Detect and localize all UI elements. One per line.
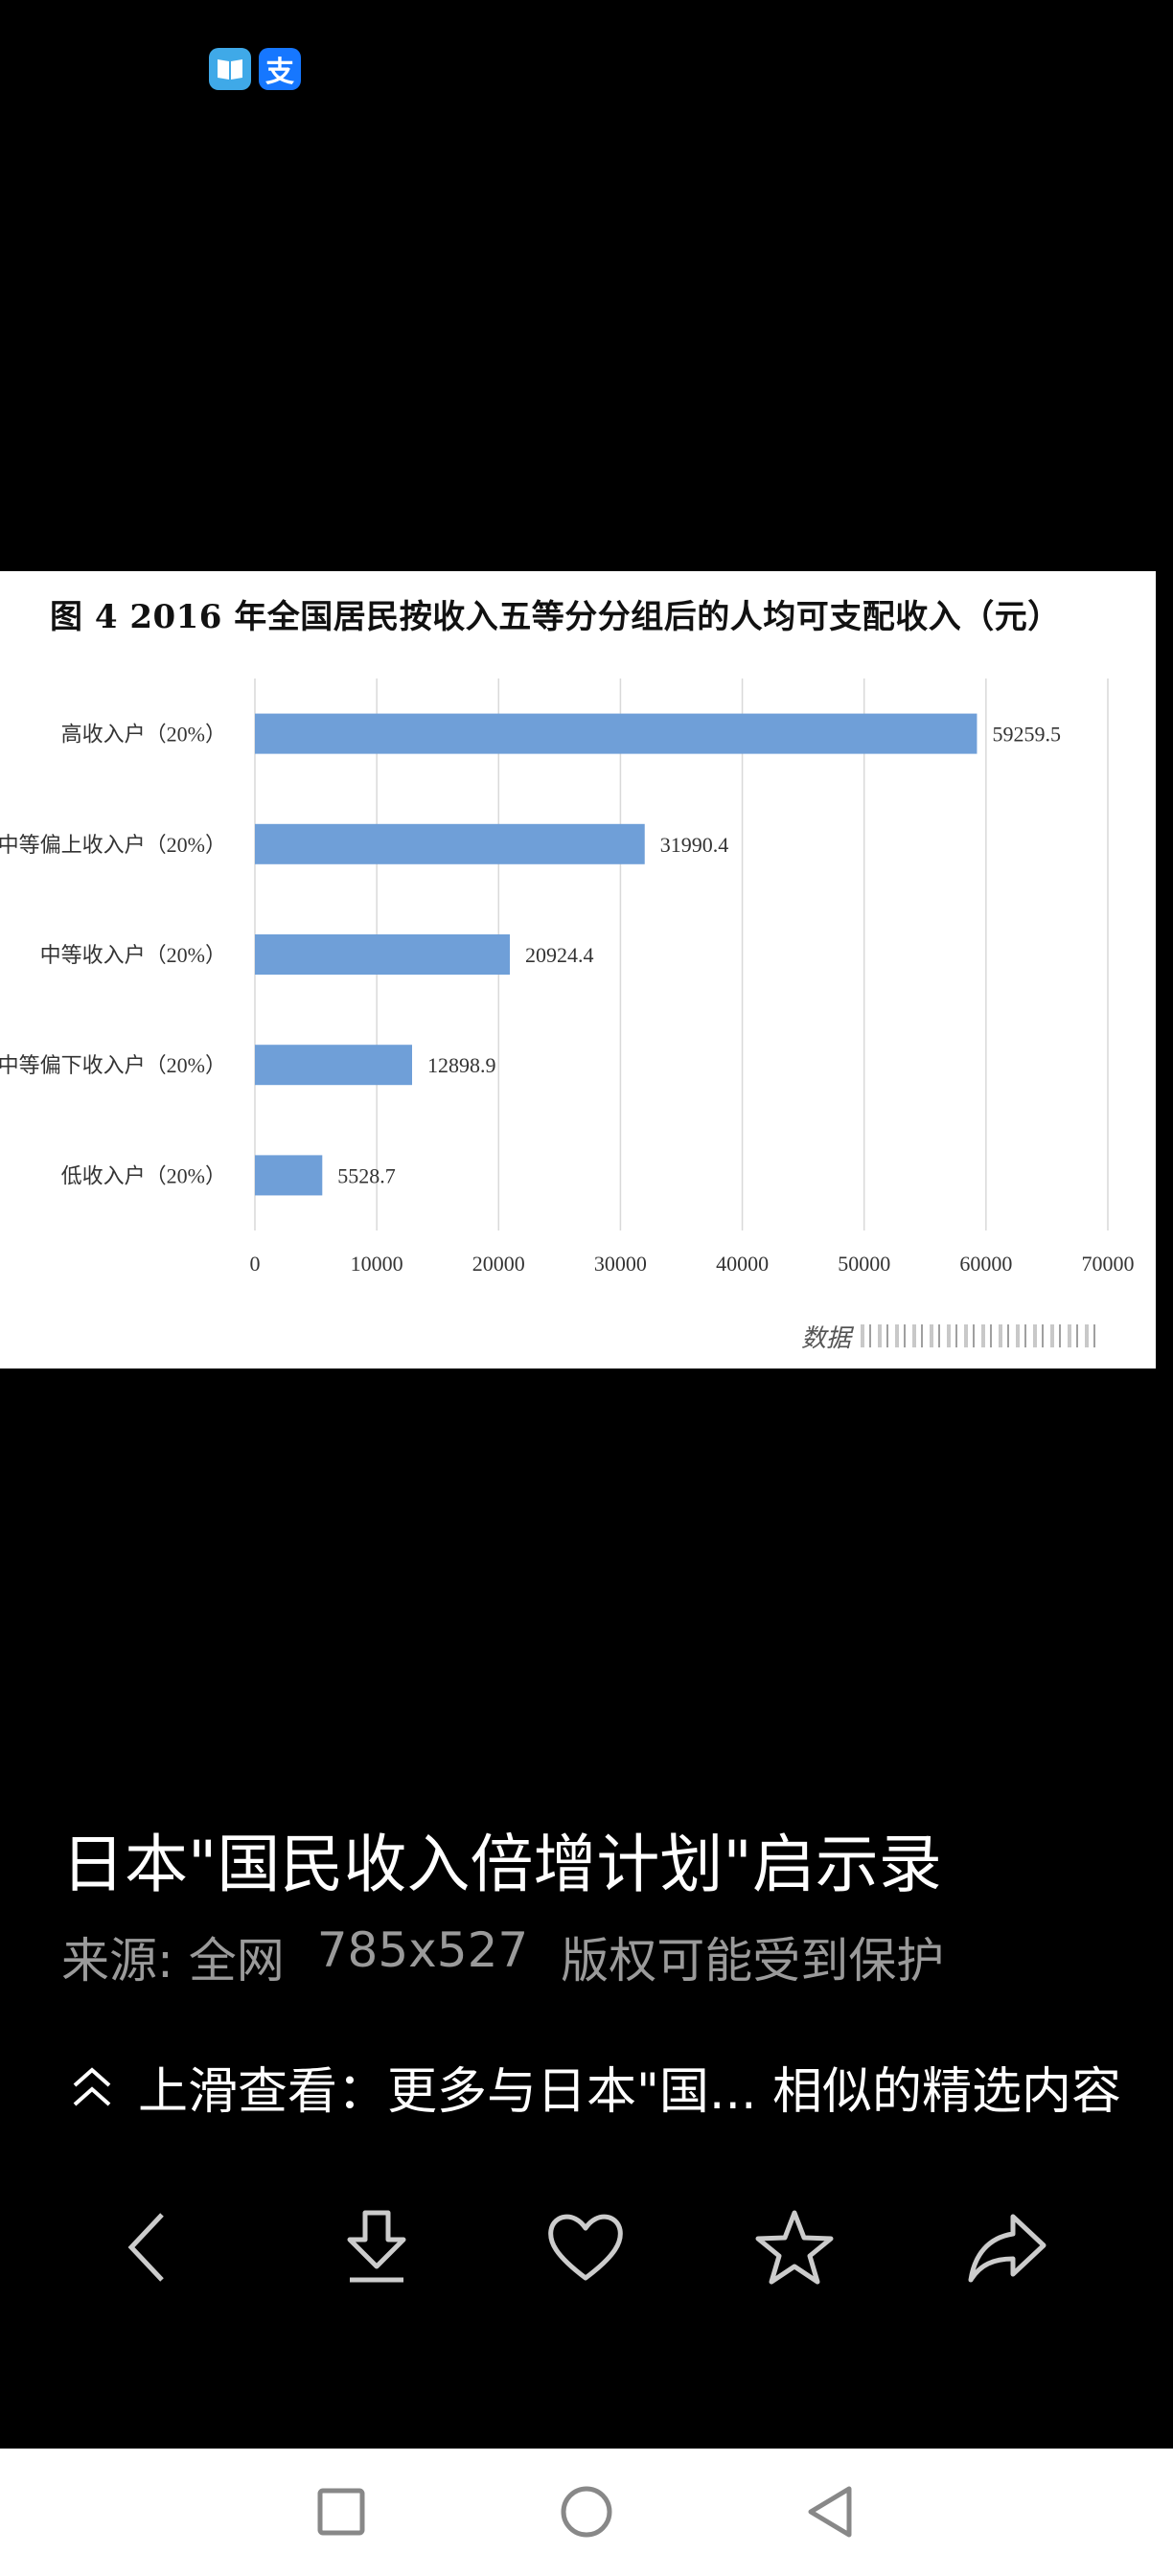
data-label: 5528.7: [337, 1163, 396, 1187]
watermark-text: 数据: [801, 1323, 852, 1352]
download-icon: [347, 2210, 406, 2283]
source-watermark: 数据: [801, 1319, 1117, 1353]
x-tick-label: 60000: [959, 1252, 1012, 1276]
back-icon: [127, 2213, 164, 2282]
share-icon: [968, 2214, 1046, 2283]
x-tick-label: 50000: [838, 1252, 890, 1276]
back-button[interactable]: [96, 2195, 201, 2300]
copyright-note: 版权可能受到保护: [561, 1933, 945, 1989]
bar-chart: 0 10000 20000 30000 40000 50000 60000 70000 高收入户…: [0, 678, 1135, 1276]
home-button[interactable]: [548, 2473, 625, 2550]
alipay-app-icon: 支: [259, 48, 301, 90]
favorite-button[interactable]: [742, 2195, 847, 2300]
status-bar-icons: 支: [209, 48, 301, 90]
data-label: 20924.4: [525, 943, 594, 967]
x-tick-label: 0: [250, 1252, 261, 1276]
bar: [255, 934, 511, 975]
recent-apps-button[interactable]: [303, 2473, 380, 2550]
double-chevron-up-icon: [73, 2066, 111, 2105]
bar: [255, 713, 978, 754]
download-button[interactable]: [324, 2195, 429, 2300]
bar: [255, 823, 645, 864]
heart-icon: [548, 2214, 623, 2281]
image-title: 日本"国民收入倍增计划"启示录: [61, 1828, 942, 1901]
bar: [255, 1155, 323, 1196]
data-label: 12898.9: [427, 1053, 496, 1077]
share-button[interactable]: [954, 2195, 1060, 2300]
swipe-hint-text: 上滑查看：更多与日本"国... 相似的精选内容: [138, 2063, 1122, 2121]
figure-title: 图 4 2016 年全国居民按收入五等分分组后的人均可支配收入（元）: [50, 598, 1061, 636]
swipe-up-hint[interactable]: 上滑查看：更多与日本"国... 相似的精选内容: [67, 2051, 1121, 2123]
alipay-glyph: 支: [265, 56, 294, 89]
recent-apps-icon: [317, 2488, 365, 2536]
image-preview[interactable]: 图 4 2016 年全国居民按收入五等分分组后的人均可支配收入（元） 0 1000…: [0, 571, 1156, 1368]
back-nav-icon: [808, 2486, 852, 2538]
category-label: 中等偏上收入户（20%）: [0, 833, 226, 857]
system-nav-bar: [0, 2449, 1173, 2576]
image-meta: 来源: 全网 785x527 版权可能受到保护: [61, 1922, 944, 1991]
watermark-blur: [861, 1324, 1101, 1347]
home-icon: [561, 2486, 612, 2538]
image-dimensions: 785x527: [316, 1922, 529, 1978]
bar: [255, 1045, 413, 1086]
x-tick-label: 10000: [351, 1252, 403, 1276]
data-label: 59259.5: [992, 723, 1061, 747]
data-label: 31990.4: [660, 833, 729, 857]
category-label: 高收入户（20%）: [61, 723, 226, 747]
x-tick-label: 40000: [716, 1252, 769, 1276]
x-tick-label: 20000: [472, 1252, 525, 1276]
action-toolbar: [0, 2195, 1173, 2310]
category-label: 中等偏下收入户（20%）: [0, 1053, 226, 1077]
back-nav-button[interactable]: [792, 2473, 868, 2550]
category-label: 低收入户（20%）: [61, 1163, 226, 1187]
like-button[interactable]: [533, 2195, 638, 2300]
star-icon: [755, 2210, 834, 2285]
x-tick-label: 30000: [594, 1252, 647, 1276]
reader-app-icon: [209, 48, 251, 90]
category-label: 中等收入户（20%）: [40, 943, 226, 967]
x-tick-label: 70000: [1082, 1252, 1135, 1276]
source-label: 来源: 全网: [61, 1933, 285, 1989]
